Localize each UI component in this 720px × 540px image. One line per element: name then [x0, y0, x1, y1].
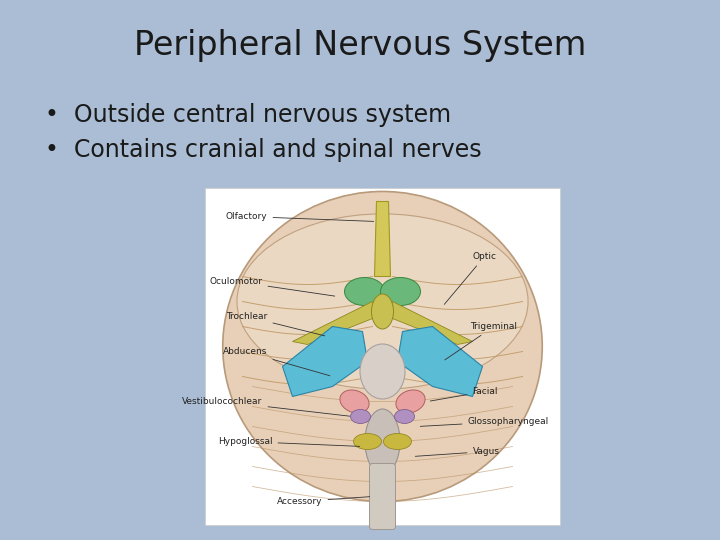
Text: Hypoglossal: Hypoglossal	[218, 437, 360, 447]
Polygon shape	[374, 201, 390, 276]
FancyBboxPatch shape	[369, 463, 395, 530]
Text: Vagus: Vagus	[415, 447, 500, 456]
Ellipse shape	[344, 278, 384, 306]
Polygon shape	[397, 327, 482, 396]
Text: Optic: Optic	[444, 252, 497, 305]
Polygon shape	[282, 327, 367, 396]
Text: Accessory: Accessory	[277, 497, 370, 506]
Text: •  Outside central nervous system: • Outside central nervous system	[45, 103, 451, 127]
Ellipse shape	[365, 409, 400, 474]
Text: Trigeminal: Trigeminal	[445, 322, 518, 360]
Text: Peripheral Nervous System: Peripheral Nervous System	[134, 29, 586, 62]
Ellipse shape	[396, 390, 425, 413]
Ellipse shape	[340, 390, 369, 413]
Text: Trochlear: Trochlear	[226, 312, 325, 336]
Ellipse shape	[380, 278, 420, 306]
Ellipse shape	[384, 434, 412, 449]
Text: Glossopharyngeal: Glossopharyngeal	[420, 417, 549, 427]
Ellipse shape	[395, 409, 415, 423]
Polygon shape	[292, 301, 377, 345]
Ellipse shape	[237, 214, 528, 389]
Ellipse shape	[360, 344, 405, 399]
Text: Olfactory: Olfactory	[226, 212, 374, 221]
Ellipse shape	[351, 409, 371, 423]
Polygon shape	[387, 301, 472, 345]
Ellipse shape	[222, 192, 542, 502]
Text: •  Contains cranial and spinal nerves: • Contains cranial and spinal nerves	[45, 138, 482, 162]
Text: Vestibulocochlear: Vestibulocochlear	[182, 397, 350, 416]
Text: Abducens: Abducens	[223, 347, 330, 376]
Text: Oculomotor: Oculomotor	[210, 277, 335, 296]
Ellipse shape	[354, 434, 382, 449]
Ellipse shape	[372, 294, 394, 329]
Text: Facial: Facial	[431, 387, 498, 401]
FancyBboxPatch shape	[205, 188, 560, 525]
